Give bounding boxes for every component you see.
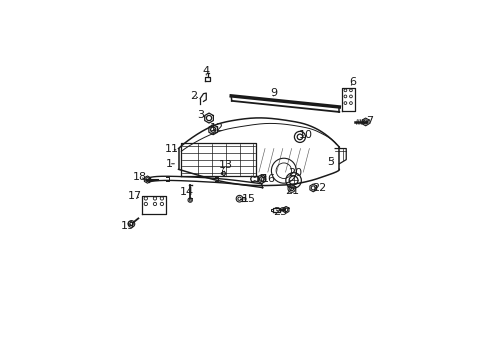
Text: 14: 14 (180, 186, 194, 197)
Text: 11: 11 (164, 144, 178, 153)
Text: 3: 3 (197, 110, 204, 120)
Text: 9: 9 (270, 88, 277, 98)
Text: 23: 23 (273, 207, 287, 217)
Text: 16: 16 (261, 174, 275, 184)
Text: 17: 17 (127, 191, 142, 201)
Text: 18: 18 (132, 172, 146, 182)
Text: 22: 22 (312, 183, 326, 193)
Text: 15: 15 (242, 194, 256, 204)
Text: 13: 13 (218, 160, 232, 170)
Text: 6: 6 (349, 77, 356, 87)
Text: 2: 2 (190, 91, 197, 101)
Text: 1: 1 (165, 159, 172, 169)
Text: 10: 10 (299, 130, 312, 140)
Text: 12: 12 (210, 123, 224, 133)
Text: 4: 4 (203, 66, 209, 76)
Text: 8: 8 (259, 174, 266, 184)
Text: 5: 5 (327, 157, 334, 167)
Text: 20: 20 (287, 168, 302, 179)
Text: 19: 19 (121, 221, 135, 231)
Text: 21: 21 (285, 186, 299, 196)
Text: 7: 7 (366, 116, 373, 126)
